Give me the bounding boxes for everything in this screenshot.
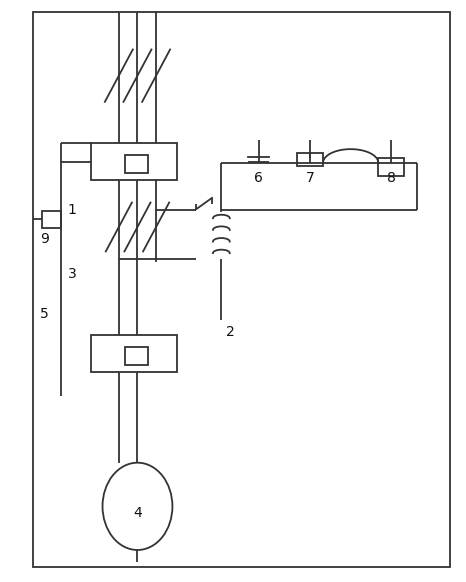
Bar [42, 211, 61, 228]
Text: 2: 2 [226, 325, 235, 339]
Text: 1: 1 [68, 203, 77, 217]
Text: 9: 9 [40, 232, 49, 246]
Text: 8: 8 [387, 171, 396, 184]
Bar [125, 155, 148, 173]
Bar [91, 143, 177, 180]
Text: 5: 5 [40, 307, 48, 321]
Text: 6: 6 [254, 171, 263, 184]
Text: 7: 7 [306, 171, 314, 184]
Bar [33, 12, 450, 567]
Text: 4: 4 [133, 506, 142, 520]
Bar [91, 335, 177, 372]
Bar [125, 347, 148, 365]
Bar [378, 158, 404, 176]
Text: 3: 3 [68, 267, 76, 281]
Bar [297, 153, 323, 166]
